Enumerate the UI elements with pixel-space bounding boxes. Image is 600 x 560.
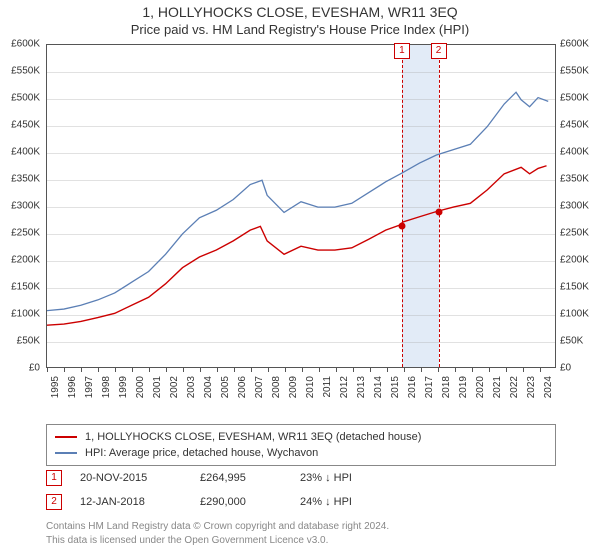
y-tick-label: £550K — [560, 66, 589, 77]
sale-data-point — [435, 209, 442, 216]
plot-area: 12 — [46, 44, 556, 368]
sale-hpi-diff: 24% ↓ HPI — [300, 496, 420, 508]
x-tick-label: 2016 — [407, 376, 418, 398]
y-tick-label: £150K — [11, 282, 40, 293]
x-tick-label: 2010 — [305, 376, 316, 398]
y-tick-label: £400K — [560, 147, 589, 158]
y-tick-label: £0 — [29, 363, 40, 374]
x-tick-label: 2002 — [169, 376, 180, 398]
x-tick-label: 2001 — [152, 376, 163, 398]
x-tick-label: 2005 — [220, 376, 231, 398]
y-tick-label: £50K — [560, 336, 583, 347]
x-axis: 1995 1996 1997 1998 1999 2000 2001 2002 2003 2004… — [46, 370, 556, 420]
y-tick-label: £600K — [11, 39, 40, 50]
x-tick-label: 2003 — [186, 376, 197, 398]
footer-line: This data is licensed under the Open Gov… — [46, 534, 556, 548]
sale-marker-icon: 2 — [46, 494, 62, 510]
x-tick-label: 2000 — [135, 376, 146, 398]
legend-label: 1, HOLLYHOCKS CLOSE, EVESHAM, WR11 3EQ (… — [85, 431, 421, 443]
legend: 1, HOLLYHOCKS CLOSE, EVESHAM, WR11 3EQ (… — [46, 424, 556, 466]
x-tick-label: 2007 — [254, 376, 265, 398]
x-tick-label: 2021 — [492, 376, 503, 398]
x-tick-label: 2006 — [237, 376, 248, 398]
title-block: 1, HOLLYHOCKS CLOSE, EVESHAM, WR11 3EQ P… — [0, 0, 600, 37]
x-tick-label: 1998 — [101, 376, 112, 398]
x-tick-label: 2014 — [373, 376, 384, 398]
x-tick-label: 2009 — [288, 376, 299, 398]
y-tick-label: £150K — [560, 282, 589, 293]
y-tick-label: £500K — [11, 93, 40, 104]
y-tick-label: £350K — [560, 174, 589, 185]
footer-line: Contains HM Land Registry data © Crown c… — [46, 520, 556, 534]
x-tick-label: 2008 — [271, 376, 282, 398]
y-tick-label: £300K — [560, 201, 589, 212]
sale-data-point — [398, 222, 405, 229]
x-tick-label: 2022 — [509, 376, 520, 398]
legend-item: HPI: Average price, detached house, Wych… — [55, 445, 547, 461]
y-tick-label: £450K — [11, 120, 40, 131]
y-tick-label: £100K — [560, 309, 589, 320]
y-tick-label: £200K — [560, 255, 589, 266]
sale-hpi-diff: 23% ↓ HPI — [300, 472, 420, 484]
x-tick-label: 2017 — [424, 376, 435, 398]
y-tick-label: £450K — [560, 120, 589, 131]
x-tick-label: 2015 — [390, 376, 401, 398]
y-tick-label: £250K — [560, 228, 589, 239]
series-line-price_paid — [47, 166, 547, 325]
footer-attribution: Contains HM Land Registry data © Crown c… — [46, 520, 556, 547]
y-tick-label: £300K — [11, 201, 40, 212]
x-tick-label: 1997 — [84, 376, 95, 398]
y-tick-label: £50K — [17, 336, 40, 347]
y-tick-label: £350K — [11, 174, 40, 185]
x-tick-label: 2024 — [543, 376, 554, 398]
line-series-svg — [47, 45, 555, 367]
x-tick-label: 2018 — [441, 376, 452, 398]
x-tick-label: 2004 — [203, 376, 214, 398]
legend-label: HPI: Average price, detached house, Wych… — [85, 447, 318, 459]
y-tick-label: £100K — [11, 309, 40, 320]
chart-container: 1, HOLLYHOCKS CLOSE, EVESHAM, WR11 3EQ P… — [0, 0, 600, 560]
chart-title: 1, HOLLYHOCKS CLOSE, EVESHAM, WR11 3EQ — [0, 4, 600, 20]
sale-marker-box: 1 — [394, 43, 410, 59]
y-tick-label: £550K — [11, 66, 40, 77]
sale-date: 20-NOV-2015 — [80, 472, 200, 484]
sale-detail-row: 2 12-JAN-2018 £290,000 24% ↓ HPI — [46, 494, 556, 510]
x-tick-label: 1996 — [67, 376, 78, 398]
y-tick-label: £500K — [560, 93, 589, 104]
y-axis-left: £0£50K£100K£150K£200K£250K£300K£350K£400… — [0, 44, 44, 368]
sale-price: £290,000 — [200, 496, 300, 508]
sale-price: £264,995 — [200, 472, 300, 484]
legend-swatch — [55, 436, 77, 438]
x-tick-label: 1995 — [50, 376, 61, 398]
legend-item: 1, HOLLYHOCKS CLOSE, EVESHAM, WR11 3EQ (… — [55, 429, 547, 445]
y-tick-label: £0 — [560, 363, 571, 374]
x-tick-label: 1999 — [118, 376, 129, 398]
sale-marker-box: 2 — [431, 43, 447, 59]
x-tick-label: 2023 — [526, 376, 537, 398]
y-tick-label: £200K — [11, 255, 40, 266]
sale-date: 12-JAN-2018 — [80, 496, 200, 508]
x-tick-label: 2019 — [458, 376, 469, 398]
y-axis-right: £0£50K£100K£150K£200K£250K£300K£350K£400… — [556, 44, 600, 368]
x-tick-label: 2011 — [322, 376, 333, 398]
y-tick-label: £250K — [11, 228, 40, 239]
sale-marker-icon: 1 — [46, 470, 62, 486]
chart-subtitle: Price paid vs. HM Land Registry's House … — [0, 22, 600, 37]
x-tick-label: 2020 — [475, 376, 486, 398]
legend-swatch — [55, 452, 77, 454]
x-tick-label: 2012 — [339, 376, 350, 398]
sale-detail-row: 1 20-NOV-2015 £264,995 23% ↓ HPI — [46, 470, 556, 486]
y-tick-label: £400K — [11, 147, 40, 158]
x-tick-label: 2013 — [356, 376, 367, 398]
y-tick-label: £600K — [560, 39, 589, 50]
